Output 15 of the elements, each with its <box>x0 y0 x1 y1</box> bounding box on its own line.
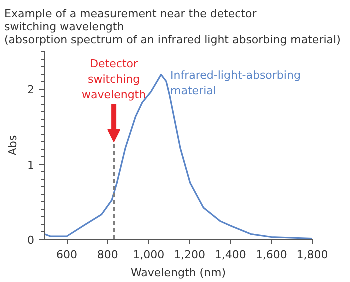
x-axis-title: Wavelength (nm) <box>130 266 226 280</box>
x-tick-label: 1,400 <box>214 248 246 262</box>
x-tick-label: 800 <box>97 248 118 262</box>
x-tick-label: 1,600 <box>256 248 288 262</box>
y-tick-label: 0 <box>28 234 34 247</box>
y-tick-label: 2 <box>28 84 34 97</box>
x-tick-label: 1,200 <box>174 248 206 262</box>
y-axis-title: Abs <box>6 135 20 156</box>
x-tick-label: 600 <box>56 248 78 262</box>
y-tick-label: 1 <box>28 158 34 172</box>
chart-title: Example of a measurement near the detector switching wavelength (absorption spectrum of an infrared light absorbing material) <box>4 8 341 46</box>
ref-line-label: Detector switching wavelength <box>82 58 146 102</box>
series-label: Infrared-light-absorbing material <box>170 68 301 98</box>
x-tick-label: 1,800 <box>296 248 328 262</box>
x-tick-label: 1,000 <box>133 248 165 262</box>
